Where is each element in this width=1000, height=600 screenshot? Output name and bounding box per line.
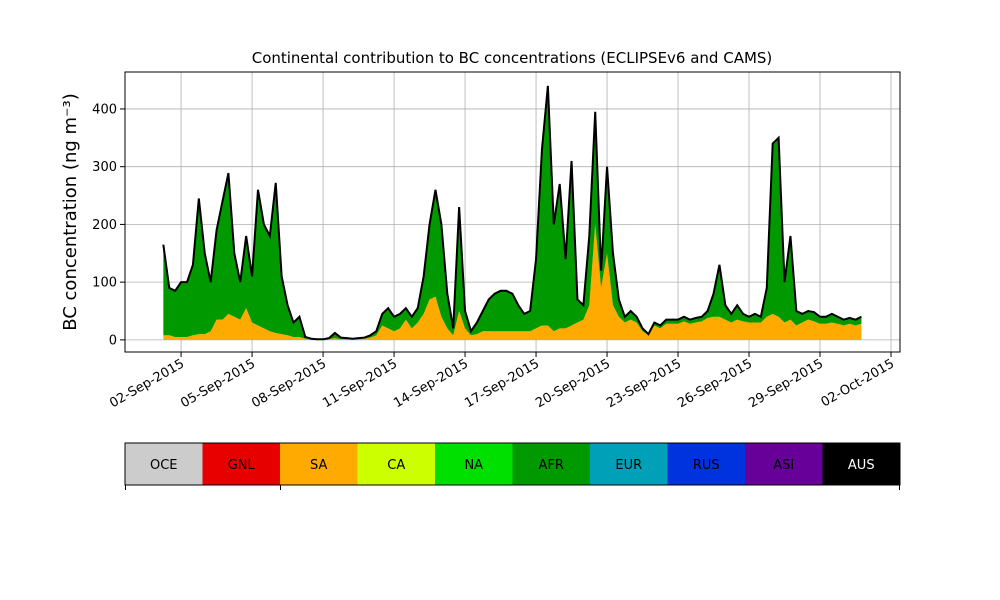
x-tick-label: 14-Sep-2015: [391, 356, 471, 411]
colorbar-cell: [822, 443, 900, 485]
colorbar-label: CA: [387, 458, 405, 473]
plot-frame: [124, 71, 901, 353]
colorbar-cell: [357, 443, 435, 485]
plot: 02-Sep-201505-Sep-201508-Sep-201511-Sep-…: [92, 71, 901, 411]
colorbar-label: GNL: [228, 458, 256, 473]
y-tick-label: 200: [92, 218, 117, 233]
x-tick-label: 17-Sep-2015: [462, 356, 542, 411]
colorbar-label: AFR: [539, 458, 564, 473]
x-tick-label: 20-Sep-2015: [533, 356, 613, 411]
colorbar-label: EUR: [615, 458, 642, 473]
y-tick-label: 0: [109, 333, 117, 348]
y-tick-label: 300: [92, 160, 117, 175]
colorbar-cell: [590, 443, 668, 485]
x-tick-label: 23-Sep-2015: [604, 356, 684, 411]
colorbar-label: OCE: [150, 458, 178, 473]
colorbar-cell: [435, 443, 513, 485]
colorbar-cell: [667, 443, 745, 485]
colorbar-label: RUS: [693, 458, 720, 473]
x-tick-label: 02-Sep-2015: [107, 356, 187, 411]
colorbar-label: SA: [310, 458, 327, 473]
colorbar-label: AUS: [848, 458, 875, 473]
area-1: [163, 85, 862, 340]
area-0: [163, 224, 862, 340]
colorbar-label: ASI: [773, 458, 794, 473]
x-tick-label: 08-Sep-2015: [249, 356, 329, 411]
x-tick-label: 05-Sep-2015: [178, 356, 258, 411]
x-tick-label: 29-Sep-2015: [746, 356, 826, 411]
chart-title: Continental contribution to BC concentra…: [252, 49, 773, 67]
y-axis-label: BC concentration (ng m⁻³): [60, 93, 81, 331]
total-outline: [162, 85, 862, 341]
colorbar-cell: [280, 443, 358, 485]
colorbar-cell: [202, 443, 280, 485]
x-tick-label: 26-Sep-2015: [675, 356, 755, 411]
colorbar-frame: [124, 442, 901, 486]
colorbar-cell: [125, 443, 203, 485]
x-tick-label: 02-Oct-2015: [819, 356, 897, 410]
colorbar-cell: [512, 443, 590, 485]
x-tick-label: 11-Sep-2015: [320, 356, 400, 411]
colorbar-cell: [745, 443, 823, 485]
y-tick-label: 400: [92, 102, 117, 117]
colorbar-label: NA: [464, 458, 483, 473]
y-tick-label: 100: [92, 276, 117, 291]
